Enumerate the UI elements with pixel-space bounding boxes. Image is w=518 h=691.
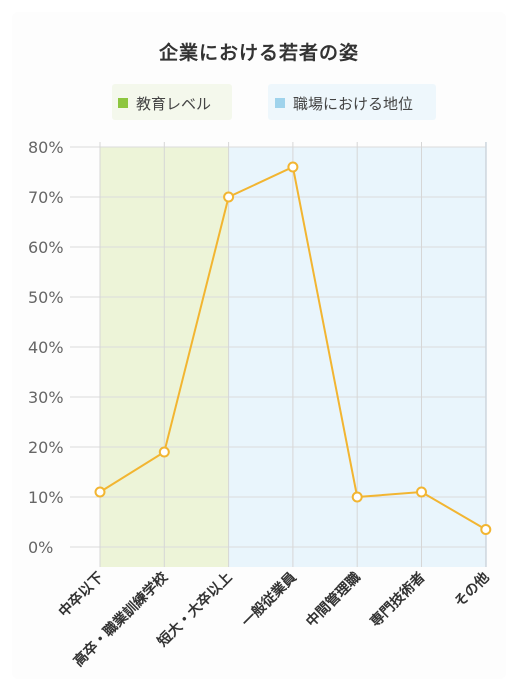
y-tick-label: 0% bbox=[28, 538, 53, 557]
y-tick-label: 50% bbox=[28, 288, 64, 307]
y-tick-label: 80% bbox=[28, 138, 64, 157]
legend-label-education: 教育レベル bbox=[136, 95, 212, 113]
data-point bbox=[223, 191, 235, 203]
legend-item-education: 教育レベル bbox=[118, 93, 211, 114]
chart-title: 企業における若者の姿 bbox=[158, 42, 359, 64]
x-tick-label: 中間管理職 bbox=[303, 569, 365, 631]
legend-item-workplace: 職場における地位 bbox=[275, 93, 413, 114]
legend-label-workplace: 職場における地位 bbox=[293, 95, 414, 113]
y-tick-label: 10% bbox=[28, 488, 64, 507]
y-tick-label: 20% bbox=[28, 438, 64, 457]
data-point bbox=[351, 491, 363, 503]
data-point bbox=[94, 486, 106, 498]
x-tick-label: 一般従業員 bbox=[238, 569, 300, 631]
x-tick-label: 中卒以下 bbox=[55, 569, 107, 621]
x-tick-label: 専門技術者 bbox=[367, 569, 429, 631]
y-tick-label: 70% bbox=[28, 188, 64, 207]
y-tick-label: 40% bbox=[28, 338, 64, 357]
legend-box-education bbox=[112, 84, 232, 120]
legend-swatch-workplace bbox=[275, 98, 285, 108]
legend-swatch-education bbox=[118, 98, 128, 108]
data-point bbox=[416, 486, 427, 498]
legend-box-workplace bbox=[268, 84, 436, 120]
data-point bbox=[158, 446, 170, 458]
y-tick-label: 60% bbox=[28, 238, 64, 257]
y-tick-label: 30% bbox=[28, 388, 64, 407]
data-point bbox=[287, 161, 299, 173]
x-tick-label: その他 bbox=[451, 569, 493, 611]
legend: 教育レベル 職場における地位 bbox=[0, 84, 518, 120]
data-point bbox=[480, 524, 492, 535]
